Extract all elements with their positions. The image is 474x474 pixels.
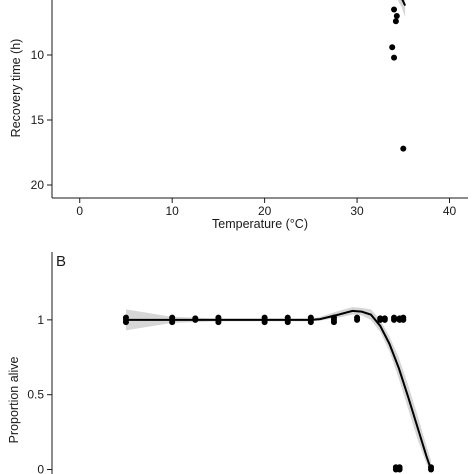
data-point (392, 18, 399, 25)
data-point (330, 319, 337, 326)
data-points (389, 6, 407, 152)
data-point (122, 314, 129, 321)
data-point (393, 13, 400, 19)
data-point (354, 314, 361, 321)
data-point (391, 6, 398, 13)
y-tick-label: 15 (31, 113, 45, 127)
y-tick-label: 1 (37, 313, 44, 327)
fit-confidence-band (397, 0, 406, 18)
y-tick-label: 0.5 (27, 388, 44, 402)
x-tick-label: 0 (76, 204, 83, 218)
data-point (330, 314, 337, 321)
smoothed-fit-line (125, 309, 432, 470)
data-point (381, 315, 388, 322)
smoothed-fit-line (401, 0, 407, 7)
data-point (215, 319, 222, 326)
data-points (122, 314, 435, 473)
x-tick-label: 20 (258, 204, 272, 218)
data-point (391, 54, 398, 61)
data-point (261, 314, 268, 321)
data-point (192, 315, 199, 322)
confidence-band-area (397, 0, 406, 18)
y-axis-title: Recovery time (h) (9, 39, 23, 138)
data-point (261, 319, 268, 326)
data-point (169, 319, 176, 326)
data-point (284, 314, 291, 321)
data-point (122, 319, 129, 326)
y-tick-label: 0 (37, 463, 44, 474)
confidence-band-area (125, 307, 432, 473)
y-ticks: 00.51 (27, 313, 52, 474)
panel-label-b: B (56, 253, 66, 270)
panel-proportion-alive: B 00.51 Proportion alive (7, 252, 435, 474)
x-tick-label: 30 (350, 204, 364, 218)
x-ticks: 0 10 20 30 40 (76, 198, 457, 218)
data-point (215, 314, 222, 321)
data-point (391, 314, 398, 321)
data-point (396, 466, 403, 473)
fit-line (125, 309, 432, 470)
data-point (284, 319, 291, 326)
data-point (400, 145, 407, 152)
data-point (307, 314, 314, 321)
y-ticks: 5101520 (31, 48, 52, 192)
data-point (389, 44, 396, 51)
data-point (307, 319, 314, 326)
x-axis-title: Temperature (°C) (212, 217, 308, 231)
fit-line (401, 0, 407, 7)
data-point (428, 466, 435, 473)
y-axis-title: Proportion alive (7, 357, 21, 444)
data-point (400, 314, 407, 321)
y-tick-label: 10 (31, 48, 45, 62)
data-point (377, 315, 384, 322)
x-tick-label: 40 (443, 204, 457, 218)
x-tick-label: 10 (166, 204, 180, 218)
y-tick-label: 20 (31, 178, 45, 192)
data-point (169, 314, 176, 321)
fit-confidence-band (125, 307, 432, 473)
